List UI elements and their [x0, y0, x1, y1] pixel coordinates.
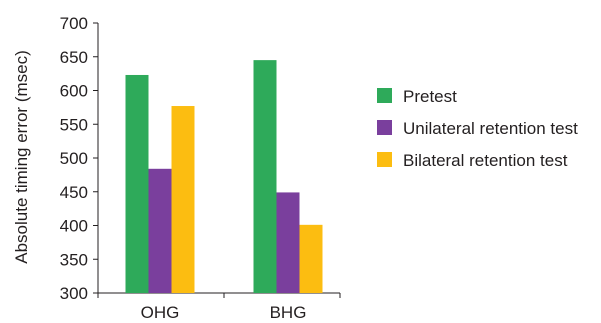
y-tick-label: 650	[60, 48, 88, 67]
bar	[171, 106, 195, 294]
x-category-label: BHG	[270, 303, 307, 322]
legend-swatch	[377, 88, 392, 103]
legend: Pretest Unilateral retention test Bilatera…	[377, 87, 578, 170]
y-axis-title: Absolute timing error (msec)	[12, 50, 31, 264]
y-tick-label: 550	[60, 115, 88, 134]
y-tick-label: 600	[60, 82, 88, 101]
y-tick-label: 350	[60, 250, 88, 269]
legend-swatch	[377, 152, 392, 167]
legend-label: Pretest	[403, 87, 457, 106]
legend-label: Unilateral retention test	[403, 119, 578, 138]
legend-swatch	[377, 120, 392, 135]
y-tick-label: 450	[60, 183, 88, 202]
x-category-label: OHG	[141, 303, 180, 322]
bar	[125, 74, 149, 293]
bars	[125, 60, 323, 294]
legend-label: Bilateral retention test	[403, 151, 568, 170]
bar	[148, 168, 172, 293]
axes: 300 350 400 450 500 550 600 650 700 OHG BHG	[60, 14, 341, 322]
bar	[299, 224, 323, 293]
y-tick-label: 700	[60, 14, 88, 33]
y-tick-label: 400	[60, 217, 88, 236]
bar	[276, 192, 300, 293]
y-tick-label: 500	[60, 149, 88, 168]
bar	[253, 60, 277, 293]
y-tick-label: 300	[60, 284, 88, 303]
